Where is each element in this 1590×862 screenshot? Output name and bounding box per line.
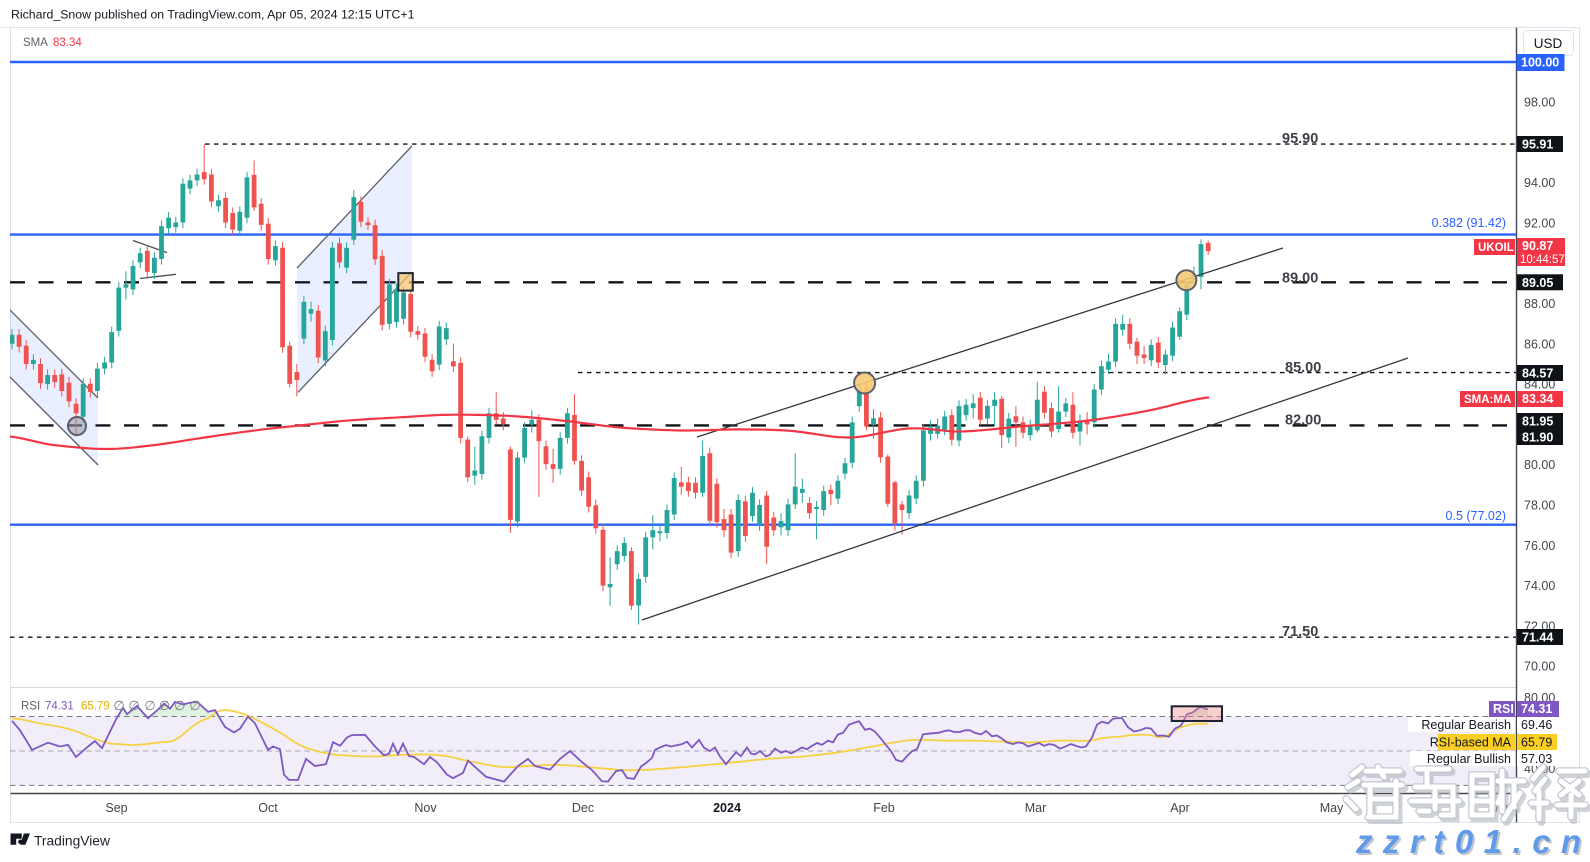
svg-text:80.00: 80.00 bbox=[1524, 458, 1555, 472]
svg-text:Richard_Snow published on Trad: Richard_Snow published on TradingView.co… bbox=[11, 8, 415, 22]
svg-text:95.90: 95.90 bbox=[1282, 131, 1318, 147]
svg-text:∅: ∅ bbox=[189, 698, 200, 713]
svg-text:zzrt01.cn: zzrt01.cn bbox=[1357, 825, 1590, 857]
svg-text:65.79: 65.79 bbox=[81, 701, 110, 713]
svg-text:RSI-based MA: RSI-based MA bbox=[1430, 736, 1512, 750]
svg-text:88.00: 88.00 bbox=[1524, 297, 1555, 311]
svg-text:86.00: 86.00 bbox=[1524, 337, 1555, 351]
svg-text:RSI: RSI bbox=[1493, 702, 1514, 716]
svg-text:0.5 (77.02): 0.5 (77.02) bbox=[1446, 509, 1506, 523]
svg-text:Mar: Mar bbox=[1025, 801, 1047, 815]
svg-text:84.57: 84.57 bbox=[1522, 367, 1553, 381]
svg-text:0.382 (91.42): 0.382 (91.42) bbox=[1432, 216, 1506, 230]
svg-text:81.95: 81.95 bbox=[1522, 415, 1553, 429]
svg-text:Sep: Sep bbox=[105, 801, 127, 815]
svg-text:2024: 2024 bbox=[713, 801, 741, 815]
svg-text:76.00: 76.00 bbox=[1524, 539, 1555, 553]
svg-text:Regular Bullish: Regular Bullish bbox=[1427, 752, 1511, 766]
svg-text:89.05: 89.05 bbox=[1522, 276, 1553, 290]
svg-text:∅: ∅ bbox=[159, 698, 170, 713]
svg-text:84.00: 84.00 bbox=[1524, 378, 1555, 392]
svg-text:RSI: RSI bbox=[21, 701, 40, 713]
svg-text:69.46: 69.46 bbox=[1521, 718, 1552, 732]
svg-text:zzrt01.cn: zzrt01.cn bbox=[1355, 823, 1590, 857]
svg-text:Dec: Dec bbox=[572, 801, 594, 815]
svg-text:USD: USD bbox=[1534, 36, 1563, 51]
svg-text:Feb: Feb bbox=[873, 801, 895, 815]
svg-text:Oct: Oct bbox=[258, 801, 278, 815]
svg-text:TradingView: TradingView bbox=[34, 834, 110, 849]
svg-text:SMA: SMA bbox=[23, 37, 48, 49]
svg-text:81.90: 81.90 bbox=[1522, 431, 1553, 445]
svg-text:83.34: 83.34 bbox=[53, 37, 82, 49]
svg-text:78.00: 78.00 bbox=[1524, 499, 1555, 513]
svg-text:Regular Bearish: Regular Bearish bbox=[1421, 718, 1511, 732]
svg-text:∅: ∅ bbox=[129, 698, 140, 713]
svg-text:90.87: 90.87 bbox=[1522, 239, 1553, 253]
svg-text:May: May bbox=[1320, 801, 1344, 815]
svg-text:65.79: 65.79 bbox=[1521, 736, 1552, 750]
svg-text:∅: ∅ bbox=[174, 698, 185, 713]
svg-text:∅: ∅ bbox=[144, 698, 155, 713]
svg-text:SMA:MA: SMA:MA bbox=[1464, 394, 1511, 406]
svg-text:74.00: 74.00 bbox=[1524, 579, 1555, 593]
svg-text:82.00: 82.00 bbox=[1285, 413, 1321, 429]
svg-text:85.00: 85.00 bbox=[1285, 360, 1321, 376]
svg-text:98.00: 98.00 bbox=[1524, 96, 1555, 110]
svg-text:71.50: 71.50 bbox=[1282, 624, 1318, 640]
svg-text:92.00: 92.00 bbox=[1524, 216, 1555, 230]
svg-text:57.03: 57.03 bbox=[1521, 752, 1552, 766]
svg-text:∅: ∅ bbox=[113, 698, 124, 713]
svg-text:94.00: 94.00 bbox=[1524, 176, 1555, 190]
svg-text:83.34: 83.34 bbox=[1522, 392, 1553, 406]
svg-text:10:44:57: 10:44:57 bbox=[1520, 254, 1565, 266]
svg-text:Apr: Apr bbox=[1170, 801, 1189, 815]
svg-text:Nov: Nov bbox=[414, 801, 437, 815]
svg-text:74.31: 74.31 bbox=[45, 701, 74, 713]
svg-text:70.00: 70.00 bbox=[1524, 660, 1555, 674]
svg-text:95.91: 95.91 bbox=[1522, 138, 1553, 152]
svg-text:UKOIL: UKOIL bbox=[1478, 242, 1514, 254]
svg-text:74.31: 74.31 bbox=[1521, 702, 1552, 716]
svg-text:100.00: 100.00 bbox=[1521, 56, 1559, 70]
svg-text:71.44: 71.44 bbox=[1522, 631, 1553, 645]
svg-text:89.00: 89.00 bbox=[1282, 271, 1318, 287]
